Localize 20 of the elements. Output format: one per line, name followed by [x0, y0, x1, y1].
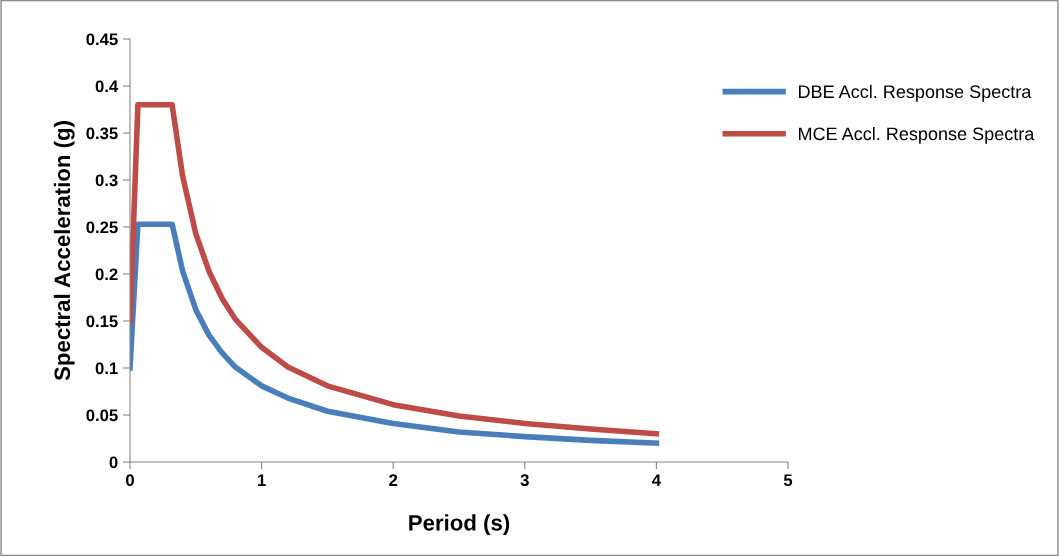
y-tick-label: 0.2: [95, 268, 118, 281]
y-tick-label: 0.45: [86, 33, 118, 46]
y-tick-label: 0.05: [86, 409, 118, 422]
x-tick-label: 2: [389, 474, 398, 486]
x-tick-label: 3: [520, 474, 529, 487]
x-tick-label: 5: [783, 474, 793, 487]
x-tick-label: 4: [652, 474, 661, 486]
x-axis-title: Period (s): [409, 514, 510, 536]
x-tick-label: 1: [258, 474, 266, 486]
y-tick-label: 0.3: [95, 174, 118, 187]
y-tick-label: 0.15: [86, 315, 118, 328]
legend-label: MCE Accl. Response Spectra: [798, 126, 1035, 144]
legend-label: DBE Accl. Response Spectra: [798, 84, 1032, 102]
y-axis-title: Spectral Acceleration (g): [53, 121, 75, 381]
x-tick-label: 0: [126, 474, 134, 487]
y-tick-label: 0: [109, 456, 118, 469]
y-tick-label: 0.4: [95, 80, 119, 93]
y-tick-label: 0.35: [86, 127, 118, 140]
y-tick-label: 0.25: [86, 221, 118, 234]
y-tick-label: 0.1: [95, 362, 118, 375]
